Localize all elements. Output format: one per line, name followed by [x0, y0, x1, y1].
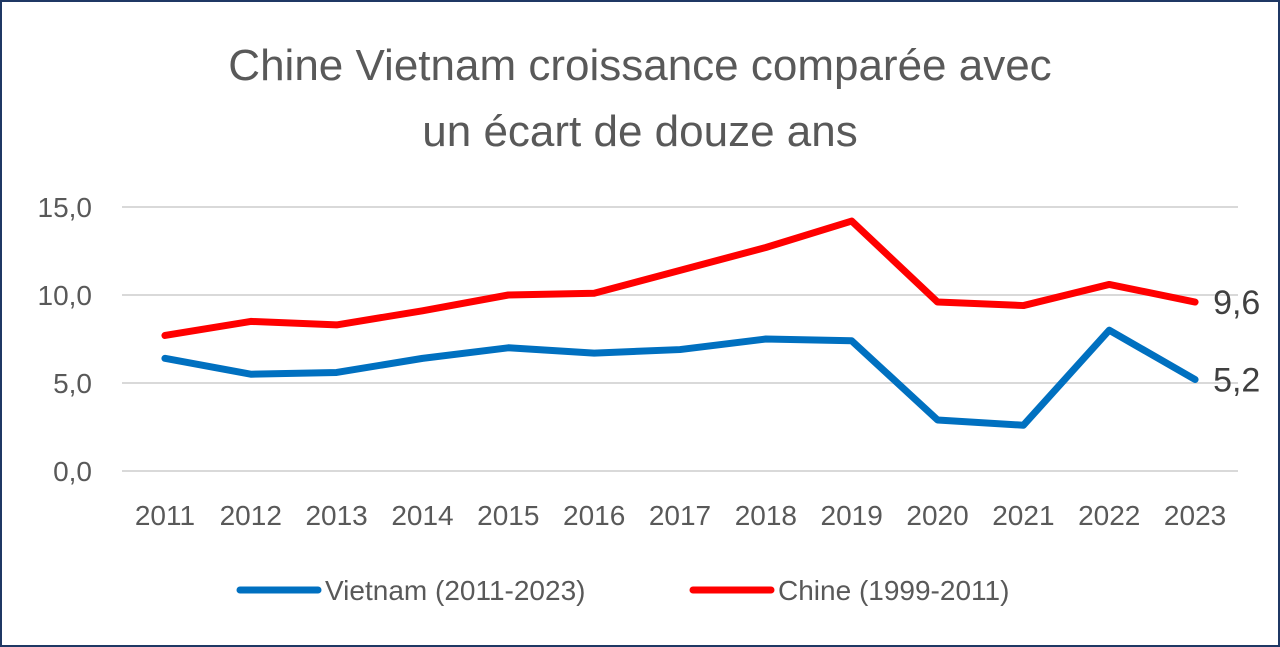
x-axis-ticks: 2011 2012 2013 2014 2015 2016 2017 2018 2019 2020… — [135, 500, 1226, 531]
legend: Vietnam (2011-2023) Chine (1999-2011) — [236, 575, 1009, 606]
x-tick-label: 2012 — [220, 500, 282, 531]
x-tick-label: 2014 — [391, 500, 453, 531]
chart-title-line-2: un écart de douze ans — [422, 107, 857, 156]
y-tick-label: 5,0 — [53, 368, 92, 399]
x-tick-label: 2020 — [906, 500, 968, 531]
x-tick-label: 2015 — [477, 500, 539, 531]
legend-label-chine: Chine (1999-2011) — [778, 575, 1009, 606]
end-label-chine: 9,6 — [1213, 284, 1260, 322]
x-tick-label: 2013 — [305, 500, 367, 531]
x-tick-label: 2019 — [821, 500, 883, 531]
y-tick-label: 10,0 — [38, 280, 93, 311]
series-lines — [161, 217, 1199, 429]
x-tick-label: 2021 — [992, 500, 1054, 531]
y-tick-label: 0,0 — [53, 456, 92, 487]
chart-title-line-1: Chine Vietnam croissance comparée avec — [228, 41, 1051, 90]
x-tick-label: 2023 — [1164, 500, 1226, 531]
gridlines — [122, 206, 1238, 472]
x-tick-label: 2017 — [649, 500, 711, 531]
x-tick-label: 2016 — [563, 500, 625, 531]
x-tick-label: 2022 — [1078, 500, 1140, 531]
series-line-chine — [161, 217, 1199, 339]
x-tick-label: 2011 — [135, 500, 195, 531]
end-labels: 5,2 9,6 — [1213, 284, 1260, 399]
y-axis-ticks: 0,0 5,0 10,0 15,0 — [38, 192, 93, 487]
y-tick-label: 15,0 — [38, 192, 93, 223]
x-tick-label: 2018 — [735, 500, 797, 531]
legend-label-vietnam: Vietnam (2011-2023) — [325, 575, 585, 606]
series-line-vietnam — [161, 326, 1199, 429]
end-label-vietnam: 5,2 — [1213, 361, 1260, 399]
